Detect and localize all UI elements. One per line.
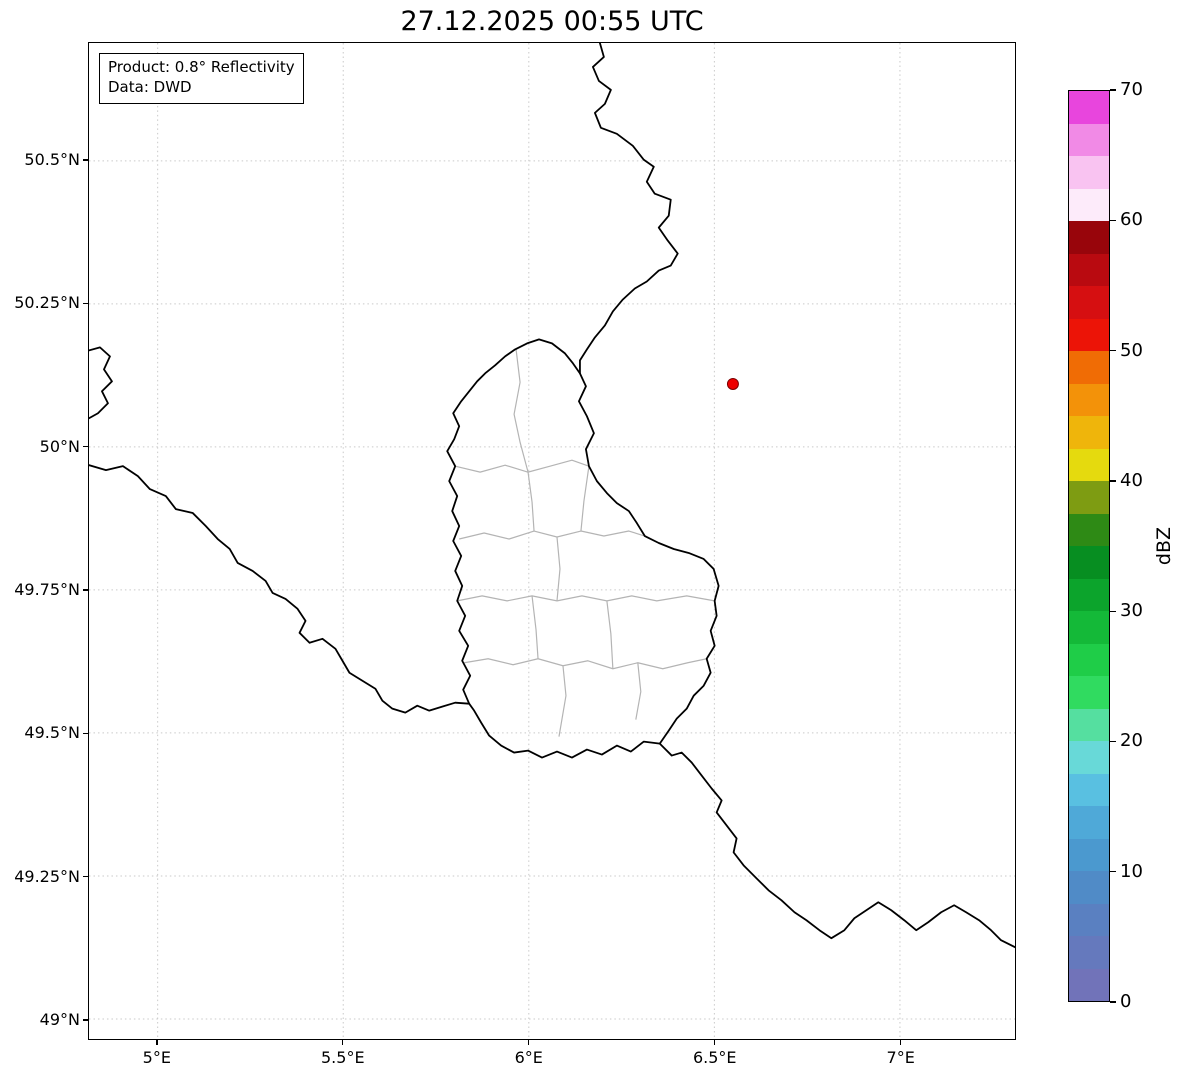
- colorbar-segment: [1069, 741, 1109, 774]
- y-tick-label: 49.75°N: [14, 580, 80, 599]
- map-canvas: [89, 43, 1015, 1039]
- canton-border: [455, 459, 590, 473]
- colorbar-segment: [1069, 156, 1109, 189]
- canton-border: [513, 349, 529, 473]
- colorbar-segment: [1069, 611, 1109, 644]
- canton-border: [580, 466, 590, 532]
- colorbar-tick-mark: [1110, 1001, 1116, 1003]
- x-tick-label: 7°E: [886, 1048, 915, 1067]
- x-tick-mark: [528, 1040, 530, 1045]
- y-tick-label: 49.25°N: [14, 866, 80, 886]
- colorbar-tick-mark: [1110, 349, 1116, 352]
- canton-border: [459, 530, 645, 540]
- x-tick-label: 5°E: [142, 1048, 171, 1067]
- colorbar-segment: [1069, 286, 1109, 319]
- canton-border: [464, 658, 707, 670]
- colorbar-segment: [1069, 91, 1109, 124]
- colorbar-tick-label: 0: [1120, 991, 1132, 1012]
- border-france-belgium: [89, 464, 471, 714]
- colorbar-tick-mark: [1110, 219, 1116, 221]
- radar-location-marker: [726, 377, 739, 390]
- canton-border: [558, 665, 567, 737]
- colorbar-segment: [1069, 416, 1109, 449]
- border-luxembourg: [446, 338, 720, 759]
- y-tick-mark: [83, 732, 88, 735]
- colorbar-tick-mark: [1110, 610, 1116, 612]
- y-tick-label: 50°N: [39, 436, 80, 456]
- y-tick-mark: [83, 159, 88, 161]
- colorbar-segment: [1069, 676, 1109, 709]
- colorbar-tick-label: 60: [1120, 209, 1143, 231]
- x-tick-label: 6.5°E: [692, 1048, 737, 1067]
- y-tick-mark: [83, 446, 88, 448]
- canton-border: [635, 662, 642, 720]
- national-borders: [89, 43, 1015, 949]
- colorbar-segment: [1069, 773, 1109, 806]
- colorbar-segment: [1069, 448, 1109, 481]
- colorbar-tick-mark: [1110, 740, 1116, 743]
- colorbar-segment: [1069, 481, 1109, 514]
- colorbar-segment: [1069, 318, 1109, 351]
- y-tick-label: 50.25°N: [14, 293, 80, 313]
- colorbar-segment: [1069, 643, 1109, 676]
- colorbar-segment: [1069, 253, 1109, 286]
- annotation-data-source: Data: DWD: [108, 78, 192, 97]
- x-tick-mark: [714, 1040, 716, 1045]
- colorbar-tick-label: 50: [1120, 339, 1143, 361]
- colorbar-segment: [1069, 871, 1109, 904]
- x-tick-mark: [342, 1040, 344, 1045]
- canton-border: [527, 472, 535, 532]
- x-tick-label: 5.5°E: [321, 1048, 365, 1067]
- regional-borders: [455, 349, 715, 737]
- x-tick-label: 6°E: [514, 1048, 543, 1067]
- x-tick-mark: [900, 1040, 902, 1045]
- canton-border: [606, 600, 614, 669]
- colorbar-segment: [1069, 936, 1109, 969]
- colorbar-segment: [1069, 903, 1109, 936]
- colorbar-segment: [1069, 546, 1109, 579]
- annotation-product: Product: 0.8° Reflectivity: [108, 58, 295, 76]
- colorbar-tick-label: 10: [1120, 860, 1143, 882]
- border-givet-salient: [89, 346, 113, 420]
- border-france-germany: [658, 742, 1015, 949]
- map-plot-area: Product: 0.8° Reflectivity Data: DWD: [88, 42, 1016, 1040]
- colorbar-tick-label: 70: [1120, 79, 1143, 100]
- colorbar: [1068, 90, 1110, 1002]
- colorbar-tick-label: 30: [1120, 600, 1143, 622]
- colorbar-tick-mark: [1110, 89, 1116, 91]
- colorbar-tick-mark: [1110, 871, 1116, 873]
- canton-border: [531, 595, 539, 659]
- y-tick-mark: [83, 589, 88, 591]
- y-tick-label: 50.5°N: [24, 150, 80, 170]
- y-tick-mark: [83, 1019, 88, 1021]
- colorbar-segment: [1069, 513, 1109, 546]
- canton-border: [457, 595, 715, 602]
- colorbar-segment: [1069, 383, 1109, 416]
- colorbar-segment: [1069, 123, 1109, 156]
- colorbar-segment: [1069, 188, 1109, 221]
- colorbar-segment: [1069, 221, 1109, 254]
- colorbar-segment: [1069, 968, 1109, 1001]
- colorbar-tick-label: 40: [1120, 469, 1143, 491]
- canton-border: [556, 536, 561, 601]
- colorbar-segment: [1069, 806, 1109, 839]
- colorbar-segment: [1069, 838, 1109, 871]
- y-tick-label: 49.5°N: [24, 723, 80, 743]
- colorbar-tick-label: 20: [1120, 730, 1143, 752]
- colorbar-segment: [1069, 708, 1109, 741]
- border-belgium-germany: [579, 43, 679, 375]
- figure-title: 27.12.2025 00:55 UTC: [400, 6, 704, 37]
- annotation-box: Product: 0.8° Reflectivity Data: DWD: [99, 53, 304, 104]
- colorbar-segment: [1069, 351, 1109, 384]
- gridlines: [89, 43, 1015, 1039]
- colorbar-axis-label: dBZ: [1153, 526, 1175, 566]
- y-tick-mark: [83, 876, 88, 878]
- y-tick-mark: [83, 302, 88, 305]
- colorbar-segment: [1069, 578, 1109, 611]
- y-tick-label: 49°N: [39, 1009, 80, 1029]
- x-tick-mark: [156, 1040, 158, 1045]
- colorbar-tick-mark: [1110, 480, 1116, 482]
